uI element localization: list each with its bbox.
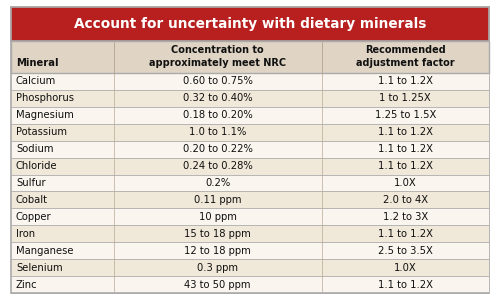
Text: Account for uncertainty with dietary minerals: Account for uncertainty with dietary min… xyxy=(74,17,426,31)
Text: Copper: Copper xyxy=(16,212,52,222)
Bar xyxy=(11,175,489,191)
Bar xyxy=(11,208,489,226)
Text: Iron: Iron xyxy=(16,229,35,239)
Text: Mineral: Mineral xyxy=(16,58,58,68)
Text: Recommended
adjustment factor: Recommended adjustment factor xyxy=(356,45,454,68)
Bar xyxy=(11,124,489,140)
Bar xyxy=(11,41,489,73)
Bar xyxy=(11,226,489,242)
Text: 1.2 to 3X: 1.2 to 3X xyxy=(382,212,428,222)
Text: 1.0 to 1.1%: 1.0 to 1.1% xyxy=(189,127,246,137)
Text: 0.32 to 0.40%: 0.32 to 0.40% xyxy=(183,93,252,103)
Text: 12 to 18 ppm: 12 to 18 ppm xyxy=(184,246,251,256)
Text: 1.1 to 1.2X: 1.1 to 1.2X xyxy=(378,144,433,154)
Text: Concentration to
approximately meet NRC: Concentration to approximately meet NRC xyxy=(149,45,286,68)
Bar xyxy=(11,140,489,158)
Text: 0.2%: 0.2% xyxy=(205,178,231,188)
Text: 0.18 to 0.20%: 0.18 to 0.20% xyxy=(183,110,252,120)
Text: Magnesium: Magnesium xyxy=(16,110,74,120)
Bar xyxy=(11,191,489,208)
Text: 2.5 to 3.5X: 2.5 to 3.5X xyxy=(378,246,433,256)
Bar xyxy=(11,73,489,90)
Bar xyxy=(11,276,489,293)
Bar xyxy=(11,7,489,41)
Text: 1.1 to 1.2X: 1.1 to 1.2X xyxy=(378,76,433,86)
Text: 2.0 to 4X: 2.0 to 4X xyxy=(383,195,428,205)
Text: 0.20 to 0.22%: 0.20 to 0.22% xyxy=(183,144,252,154)
Text: 1.0X: 1.0X xyxy=(394,178,416,188)
Text: 1.1 to 1.2X: 1.1 to 1.2X xyxy=(378,280,433,290)
Text: 0.60 to 0.75%: 0.60 to 0.75% xyxy=(183,76,252,86)
Text: 43 to 50 ppm: 43 to 50 ppm xyxy=(184,280,251,290)
Text: 1.0X: 1.0X xyxy=(394,263,416,273)
Text: 1.1 to 1.2X: 1.1 to 1.2X xyxy=(378,127,433,137)
Text: 15 to 18 ppm: 15 to 18 ppm xyxy=(184,229,251,239)
Bar xyxy=(11,260,489,276)
Text: 0.24 to 0.28%: 0.24 to 0.28% xyxy=(183,161,252,171)
Text: 1.25 to 1.5X: 1.25 to 1.5X xyxy=(374,110,436,120)
Bar xyxy=(11,106,489,124)
Text: Cobalt: Cobalt xyxy=(16,195,48,205)
Text: Manganese: Manganese xyxy=(16,246,74,256)
Text: Potassium: Potassium xyxy=(16,127,67,137)
Text: Zinc: Zinc xyxy=(16,280,38,290)
Text: Phosphorus: Phosphorus xyxy=(16,93,74,103)
Text: 0.3 ppm: 0.3 ppm xyxy=(197,263,238,273)
Text: Sodium: Sodium xyxy=(16,144,54,154)
Text: 0.11 ppm: 0.11 ppm xyxy=(194,195,242,205)
Text: 1 to 1.25X: 1 to 1.25X xyxy=(380,93,431,103)
Text: Sulfur: Sulfur xyxy=(16,178,46,188)
Text: 10 ppm: 10 ppm xyxy=(199,212,236,222)
Text: 1.1 to 1.2X: 1.1 to 1.2X xyxy=(378,229,433,239)
Bar xyxy=(11,242,489,260)
Text: Chloride: Chloride xyxy=(16,161,58,171)
Bar xyxy=(11,90,489,106)
Text: 1.1 to 1.2X: 1.1 to 1.2X xyxy=(378,161,433,171)
Bar xyxy=(11,158,489,175)
Text: Calcium: Calcium xyxy=(16,76,56,86)
Text: Selenium: Selenium xyxy=(16,263,62,273)
